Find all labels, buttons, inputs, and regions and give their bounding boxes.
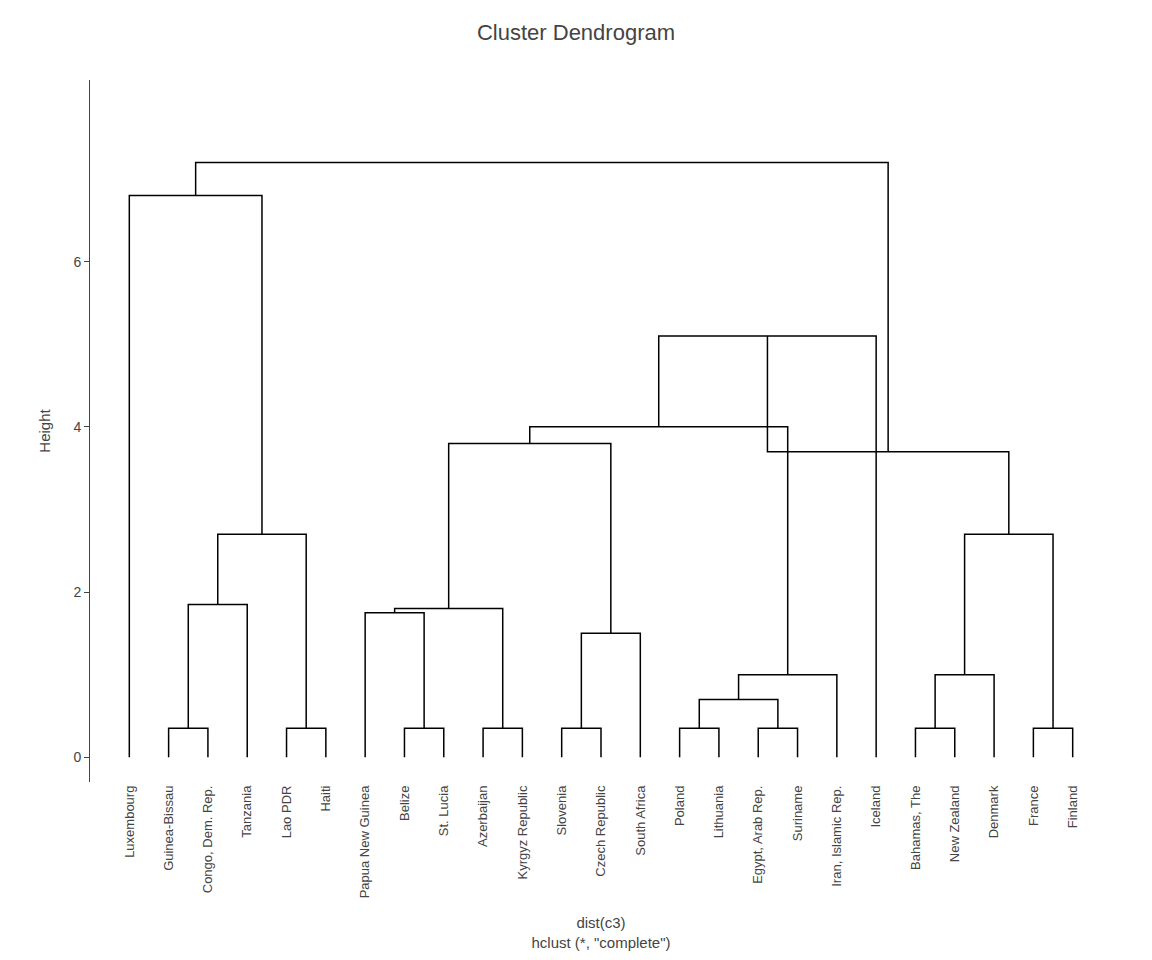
svg-text:France: France xyxy=(1026,786,1041,826)
svg-text:St. Lucia: St. Lucia xyxy=(436,785,451,836)
svg-text:Congo, Dem. Rep.: Congo, Dem. Rep. xyxy=(200,786,215,894)
svg-text:South Africa: South Africa xyxy=(633,785,648,856)
svg-text:Iceland: Iceland xyxy=(868,786,883,828)
svg-text:Finland: Finland xyxy=(1065,786,1080,829)
svg-text:Height: Height xyxy=(36,408,53,452)
svg-text:Czech Republic: Czech Republic xyxy=(593,785,608,877)
svg-text:0: 0 xyxy=(73,749,81,765)
svg-text:New Zealand: New Zealand xyxy=(947,786,962,863)
svg-text:6: 6 xyxy=(73,254,81,270)
svg-text:4: 4 xyxy=(73,419,81,435)
svg-text:Azerbaijan: Azerbaijan xyxy=(475,786,490,847)
svg-text:Denmark: Denmark xyxy=(986,785,1001,838)
svg-text:Kyrgyz Republic: Kyrgyz Republic xyxy=(515,785,530,879)
svg-text:Luxembourg: Luxembourg xyxy=(122,786,137,858)
svg-text:Lao PDR: Lao PDR xyxy=(279,786,294,839)
svg-text:Poland: Poland xyxy=(672,786,687,826)
svg-text:Cluster Dendrogram: Cluster Dendrogram xyxy=(477,20,675,45)
svg-text:Egypt, Arab Rep.: Egypt, Arab Rep. xyxy=(750,786,765,884)
svg-text:dist(c3)hclust (*, "complete"): dist(c3)hclust (*, "complete") xyxy=(531,914,670,951)
svg-text:Slovenia: Slovenia xyxy=(554,785,569,836)
svg-text:Tanzania: Tanzania xyxy=(239,785,254,838)
svg-text:2: 2 xyxy=(73,584,81,600)
svg-text:Guinea-Bissau: Guinea-Bissau xyxy=(161,786,176,871)
svg-text:Iran, Islamic Rep.: Iran, Islamic Rep. xyxy=(829,786,844,887)
svg-text:Papua New Guinea: Papua New Guinea xyxy=(357,785,372,899)
svg-text:Haiti: Haiti xyxy=(318,785,333,811)
svg-text:Lithuania: Lithuania xyxy=(711,785,726,839)
svg-text:Bahamas, The: Bahamas, The xyxy=(908,786,923,870)
svg-text:Belize: Belize xyxy=(397,786,412,821)
svg-text:Suriname: Suriname xyxy=(790,786,805,842)
